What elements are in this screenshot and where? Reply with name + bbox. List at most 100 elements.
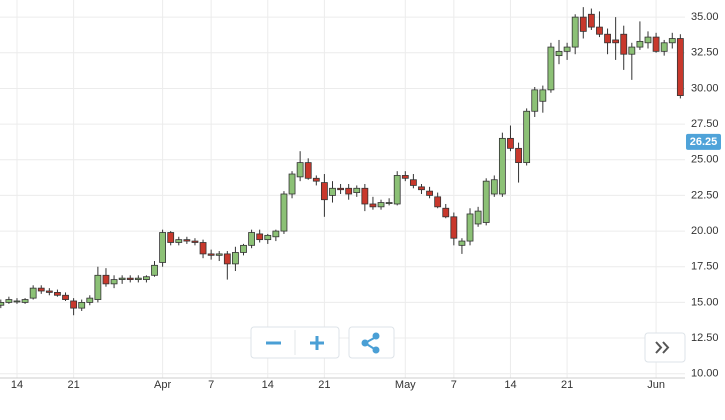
candle-body	[474, 210, 482, 225]
candle-body	[199, 242, 207, 255]
candle-body	[70, 300, 78, 309]
candle-body	[345, 187, 353, 195]
candle-body	[126, 277, 134, 280]
zoom-in-button[interactable]	[296, 328, 338, 357]
candle-body	[426, 190, 433, 196]
y-tick-label: 35.00	[691, 11, 719, 23]
candle-body	[450, 216, 458, 239]
candle-body	[636, 40, 644, 48]
candle-body	[0, 301, 5, 306]
candle-body	[401, 175, 409, 179]
candle-body	[644, 36, 652, 44]
candle-body	[418, 186, 425, 191]
candle-body	[134, 277, 142, 280]
share-button[interactable]	[348, 326, 395, 359]
candle-body	[385, 202, 393, 204]
candle-body	[612, 39, 620, 44]
candle-body	[668, 38, 676, 44]
candle-body	[458, 240, 466, 246]
candle-body	[329, 187, 336, 196]
candle-body	[207, 253, 215, 256]
candle-body	[596, 26, 603, 35]
candle-body	[442, 207, 450, 218]
candle-body	[377, 202, 385, 208]
candle-body	[337, 187, 344, 191]
candle-body	[45, 290, 53, 293]
x-tick-label: Jun	[647, 379, 665, 391]
candle-body	[94, 274, 102, 300]
y-tick-label: 30.00	[691, 82, 719, 94]
candle-body	[29, 287, 37, 299]
last-price-box	[686, 133, 721, 150]
scroll-right-button[interactable]	[644, 332, 686, 363]
candle-body	[604, 33, 611, 44]
y-tick-label: 32.50	[691, 47, 719, 59]
candle-body	[482, 180, 490, 223]
y-tick-label: 15.00	[691, 296, 719, 308]
candle-body	[676, 38, 684, 96]
candle-body	[353, 187, 361, 193]
candle-body	[256, 233, 264, 241]
candle-body	[320, 182, 328, 201]
candle-body	[498, 137, 506, 195]
candle-body	[571, 16, 579, 48]
candle-body	[272, 230, 280, 238]
candle-body	[223, 253, 231, 265]
plot-area: 10.00 12.50 15.00 17.50 20.00 22.50 25.00 27.50…	[0, 0, 721, 391]
y-tick-label: 27.50	[691, 118, 719, 130]
candle-body	[304, 162, 312, 179]
x-tick-label: 14	[504, 379, 516, 391]
candle-body	[466, 213, 474, 242]
x-tick-label: 21	[67, 379, 79, 391]
candle-body	[620, 33, 628, 55]
candle-body	[523, 110, 531, 164]
candle-body	[515, 147, 522, 164]
candle-body	[361, 187, 369, 205]
zoom-controls	[250, 326, 686, 363]
candle-body	[102, 274, 110, 285]
last-price-label: 26.25	[690, 136, 718, 148]
candle-body	[652, 36, 660, 52]
candle-body	[296, 162, 304, 178]
y-tick-label: 10.00	[691, 368, 719, 380]
candle-body	[175, 239, 183, 243]
candle-body	[240, 244, 247, 253]
candle-body	[393, 175, 401, 205]
candle-body	[183, 239, 191, 242]
candle-body	[167, 232, 175, 243]
y-tick-label: 20.00	[691, 225, 719, 237]
candle-body	[110, 279, 118, 285]
y-tick-label: 17.50	[691, 261, 719, 273]
candle-body	[490, 179, 498, 195]
candle-body	[118, 277, 126, 280]
candle-body	[369, 203, 377, 208]
candle-body	[563, 46, 571, 52]
x-tick-label: Apr	[154, 379, 171, 391]
candle-body	[159, 232, 167, 263]
candle-body	[21, 299, 29, 303]
candle-body	[62, 294, 69, 300]
candle-body	[531, 89, 539, 112]
x-tick-label: 21	[561, 379, 573, 391]
candle-body	[86, 297, 94, 303]
zoom-out-button[interactable]	[252, 328, 294, 357]
candle-body	[37, 287, 45, 292]
candle-body	[660, 42, 668, 52]
candle-body	[539, 89, 547, 102]
y-tick-label: 12.50	[691, 332, 719, 344]
candle-body	[288, 173, 296, 195]
candle-body	[579, 16, 587, 32]
candle-body	[547, 46, 555, 91]
x-tick-label: 7	[208, 379, 214, 391]
x-tick-label: 14	[262, 379, 274, 391]
candle-body	[248, 232, 255, 246]
x-tick-label: 7	[451, 379, 457, 391]
candle-body	[555, 50, 563, 57]
y-tick-label: 22.50	[691, 189, 719, 201]
x-tick-label: May	[395, 379, 416, 391]
y-tick-label: 25.00	[691, 154, 719, 166]
candle-body	[13, 300, 21, 303]
candle-body	[628, 46, 636, 55]
candle-body	[587, 13, 595, 28]
